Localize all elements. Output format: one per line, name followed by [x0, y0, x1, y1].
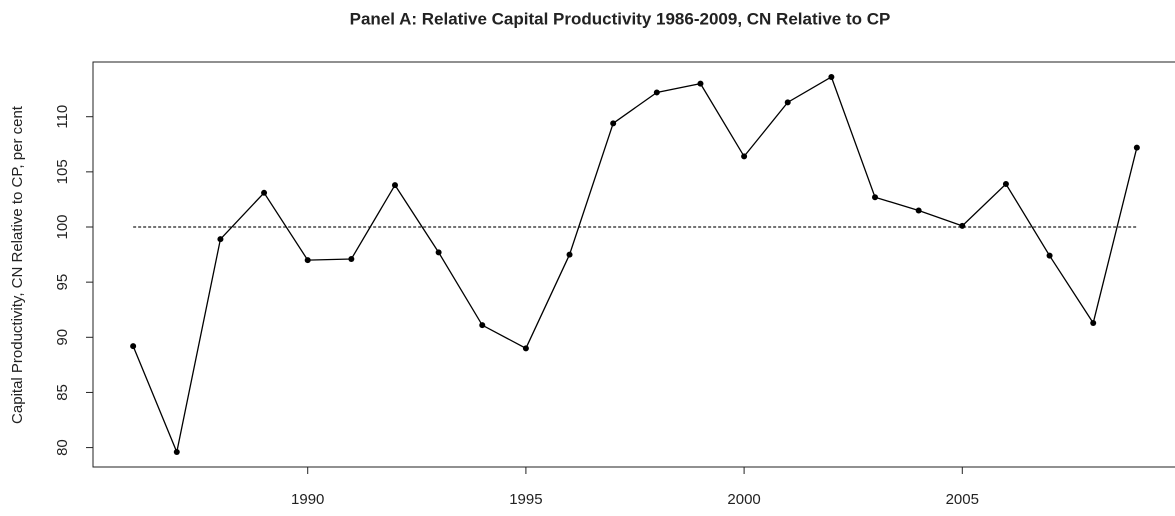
data-point — [610, 120, 617, 127]
data-point — [1046, 252, 1053, 259]
data-point — [261, 189, 268, 196]
data-point — [872, 194, 879, 201]
data-point — [479, 322, 486, 329]
data-point — [566, 251, 573, 258]
x-tick-label: 2000 — [727, 491, 760, 508]
data-point — [304, 257, 311, 264]
data-point — [391, 182, 398, 189]
y-axis-label: Capital Productivity, CN Relative to CP,… — [9, 105, 26, 424]
data-point — [784, 99, 791, 106]
data-point — [915, 207, 922, 214]
data-point — [653, 89, 660, 96]
y-tick-label: 100 — [54, 214, 71, 239]
y-tick-label: 95 — [54, 274, 71, 291]
data-point — [1090, 319, 1097, 326]
data-point — [173, 449, 180, 455]
data-point — [217, 236, 224, 243]
data-point — [741, 153, 748, 160]
data-point — [959, 222, 966, 229]
data-point — [828, 74, 835, 80]
data-point — [435, 249, 442, 256]
data-point — [522, 345, 529, 352]
data-point — [130, 343, 137, 350]
data-point — [348, 255, 355, 262]
y-tick-label: 80 — [54, 439, 71, 456]
y-tick-label: 90 — [54, 329, 71, 346]
x-tick-label: 2005 — [946, 491, 979, 508]
data-point — [1002, 180, 1009, 187]
x-tick-label: 1995 — [509, 491, 542, 508]
plot-frame — [92, 61, 1175, 468]
x-tick-label: 1990 — [291, 491, 324, 508]
data-point — [697, 80, 704, 87]
y-tick-label: 110 — [54, 105, 71, 129]
chart-title: Panel A: Relative Capital Productivity 1… — [350, 9, 891, 28]
y-tick-label: 105 — [54, 159, 71, 184]
data-point — [1133, 144, 1140, 151]
series-line — [132, 76, 1138, 455]
y-tick-label: 85 — [54, 384, 71, 401]
